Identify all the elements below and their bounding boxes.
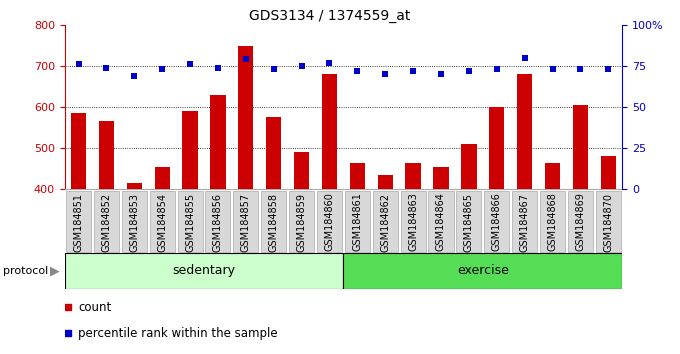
Text: GSM184869: GSM184869 xyxy=(575,193,585,251)
FancyBboxPatch shape xyxy=(261,191,286,252)
Text: GSM184852: GSM184852 xyxy=(101,193,112,252)
FancyBboxPatch shape xyxy=(66,191,91,252)
Text: GSM184870: GSM184870 xyxy=(603,193,613,252)
Text: ▶: ▶ xyxy=(50,264,59,277)
Bar xyxy=(238,46,254,189)
Text: GSM184851: GSM184851 xyxy=(73,193,84,252)
FancyBboxPatch shape xyxy=(512,191,537,252)
Text: GSM184860: GSM184860 xyxy=(324,193,335,251)
Bar xyxy=(266,118,282,189)
Bar xyxy=(126,183,142,189)
Text: GDS3134 / 1374559_at: GDS3134 / 1374559_at xyxy=(249,9,411,23)
FancyBboxPatch shape xyxy=(289,191,314,252)
Text: GSM184853: GSM184853 xyxy=(129,193,139,252)
Text: GSM184865: GSM184865 xyxy=(464,193,474,252)
Bar xyxy=(294,152,309,189)
Point xyxy=(156,67,168,72)
FancyBboxPatch shape xyxy=(233,191,258,252)
Bar xyxy=(405,162,421,189)
FancyBboxPatch shape xyxy=(456,191,481,252)
FancyBboxPatch shape xyxy=(343,253,622,289)
Point xyxy=(212,65,223,70)
Point xyxy=(241,57,252,62)
Point xyxy=(352,68,363,74)
FancyBboxPatch shape xyxy=(65,253,343,289)
Point xyxy=(185,62,196,67)
Bar xyxy=(489,107,505,189)
Text: GSM184861: GSM184861 xyxy=(352,193,362,251)
Text: GSM184855: GSM184855 xyxy=(185,193,195,252)
FancyBboxPatch shape xyxy=(205,191,231,252)
FancyBboxPatch shape xyxy=(317,191,342,252)
Point xyxy=(435,72,446,77)
Point xyxy=(575,67,586,72)
Text: GSM184854: GSM184854 xyxy=(157,193,167,252)
Text: percentile rank within the sample: percentile rank within the sample xyxy=(78,327,278,340)
Bar xyxy=(461,144,477,189)
FancyBboxPatch shape xyxy=(401,191,426,252)
Text: GSM184862: GSM184862 xyxy=(380,193,390,252)
Point xyxy=(324,60,335,65)
Text: GSM184863: GSM184863 xyxy=(408,193,418,251)
Text: GSM184858: GSM184858 xyxy=(269,193,279,252)
Point xyxy=(520,55,530,61)
Point xyxy=(296,63,307,69)
Bar xyxy=(71,113,86,189)
FancyBboxPatch shape xyxy=(596,191,621,252)
Text: GSM184868: GSM184868 xyxy=(547,193,558,251)
Bar xyxy=(545,162,560,189)
Point xyxy=(408,68,419,74)
Text: GSM184867: GSM184867 xyxy=(520,193,530,252)
Text: GSM184864: GSM184864 xyxy=(436,193,446,251)
Point xyxy=(101,65,112,70)
Bar xyxy=(182,111,198,189)
Text: count: count xyxy=(78,301,112,314)
Text: GSM184856: GSM184856 xyxy=(213,193,223,252)
Bar xyxy=(377,175,393,189)
FancyBboxPatch shape xyxy=(373,191,398,252)
Bar xyxy=(99,121,114,189)
Point xyxy=(379,72,390,77)
Point xyxy=(547,67,558,72)
Bar xyxy=(350,162,365,189)
Text: protocol: protocol xyxy=(3,266,49,276)
Bar xyxy=(517,74,532,189)
Text: exercise: exercise xyxy=(457,264,509,277)
Point xyxy=(602,67,613,72)
Point xyxy=(464,68,475,74)
FancyBboxPatch shape xyxy=(177,191,203,252)
Bar xyxy=(210,95,226,189)
FancyBboxPatch shape xyxy=(65,253,622,289)
Text: sedentary: sedentary xyxy=(173,264,235,277)
FancyBboxPatch shape xyxy=(94,191,119,252)
FancyBboxPatch shape xyxy=(540,191,565,252)
Bar xyxy=(573,105,588,189)
Text: GSM184859: GSM184859 xyxy=(296,193,307,252)
FancyBboxPatch shape xyxy=(428,191,454,252)
Point xyxy=(129,73,140,79)
Text: GSM184857: GSM184857 xyxy=(241,193,251,252)
Point xyxy=(73,62,84,67)
FancyBboxPatch shape xyxy=(484,191,509,252)
FancyBboxPatch shape xyxy=(150,191,175,252)
Bar xyxy=(600,156,616,189)
FancyBboxPatch shape xyxy=(568,191,593,252)
Bar xyxy=(154,167,170,189)
Point xyxy=(269,67,279,72)
Text: GSM184866: GSM184866 xyxy=(492,193,502,251)
Point xyxy=(260,192,271,198)
Bar xyxy=(433,167,449,189)
Point xyxy=(491,67,502,72)
FancyBboxPatch shape xyxy=(345,191,370,252)
Bar xyxy=(322,74,337,189)
FancyBboxPatch shape xyxy=(122,191,147,252)
